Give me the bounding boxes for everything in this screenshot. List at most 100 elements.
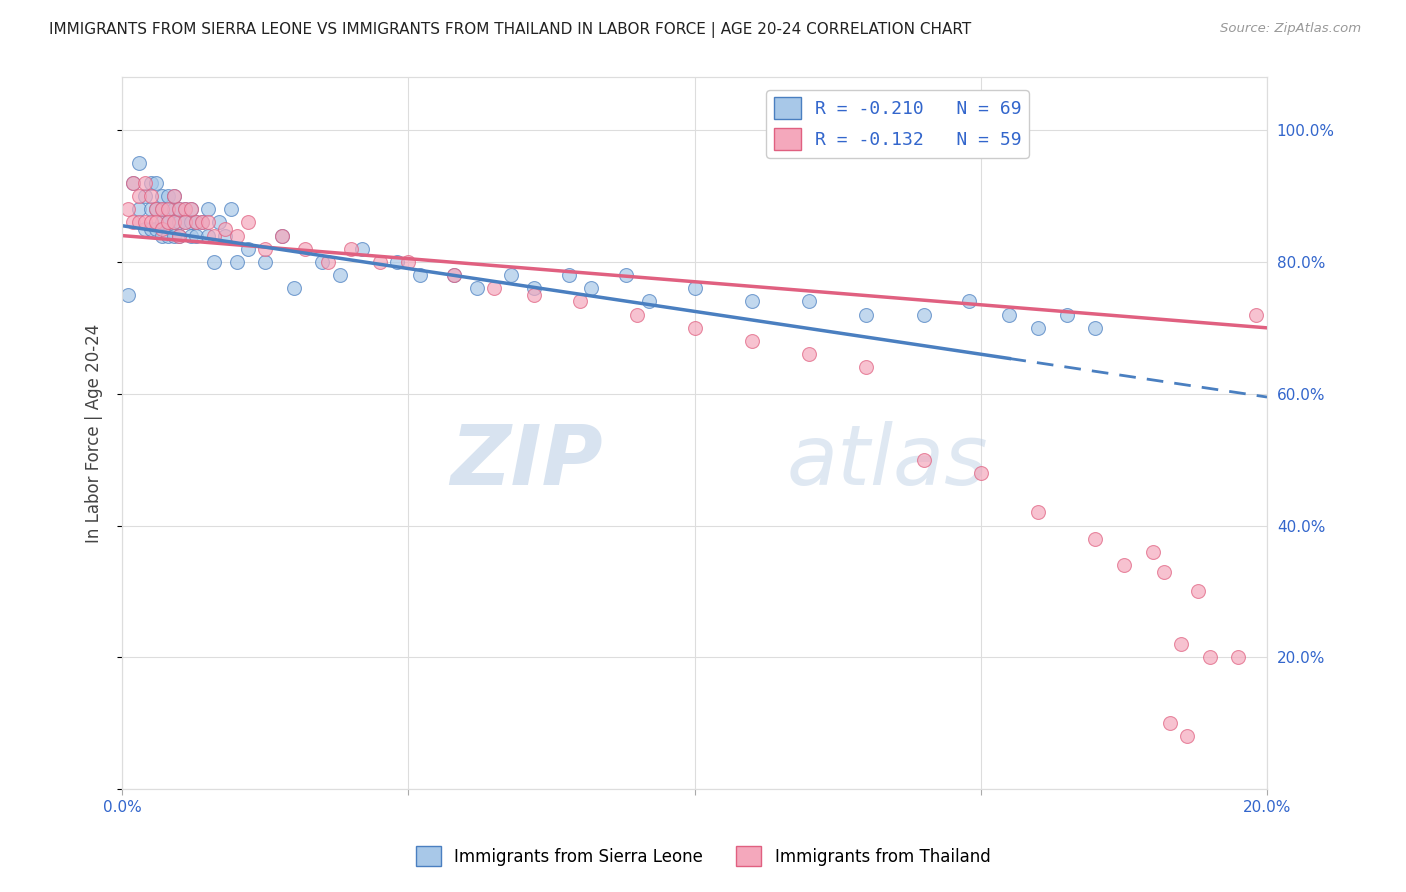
Point <box>569 294 592 309</box>
Point <box>162 189 184 203</box>
Point <box>208 215 231 229</box>
Point <box>145 202 167 217</box>
Point <box>139 202 162 217</box>
Point <box>1153 565 1175 579</box>
Point <box>162 189 184 203</box>
Point <box>169 215 191 229</box>
Point <box>283 281 305 295</box>
Point <box>741 294 763 309</box>
Point <box>139 189 162 203</box>
Point <box>156 228 179 243</box>
Point <box>191 215 214 229</box>
Point <box>145 215 167 229</box>
Legend: Immigrants from Sierra Leone, Immigrants from Thailand: Immigrants from Sierra Leone, Immigrants… <box>409 839 997 873</box>
Text: Source: ZipAtlas.com: Source: ZipAtlas.com <box>1220 22 1361 36</box>
Point <box>1198 650 1220 665</box>
Point <box>117 288 139 302</box>
Point <box>180 228 202 243</box>
Point <box>156 202 179 217</box>
Point <box>134 215 156 229</box>
Point <box>797 347 820 361</box>
Point <box>156 215 179 229</box>
Point <box>169 228 191 243</box>
Point <box>162 215 184 229</box>
Y-axis label: In Labor Force | Age 20-24: In Labor Force | Age 20-24 <box>86 324 103 543</box>
Point <box>202 228 225 243</box>
Point <box>128 156 150 170</box>
Point <box>1142 545 1164 559</box>
Point <box>523 281 546 295</box>
Point <box>1084 321 1107 335</box>
Point <box>156 189 179 203</box>
Text: ZIP: ZIP <box>450 421 603 502</box>
Point <box>294 242 316 256</box>
Point <box>197 228 219 243</box>
Point <box>150 222 173 236</box>
Point <box>122 176 145 190</box>
Point <box>174 215 197 229</box>
Point <box>1026 321 1049 335</box>
Point <box>998 308 1021 322</box>
Point <box>145 222 167 236</box>
Point <box>134 222 156 236</box>
Point <box>128 189 150 203</box>
Point <box>1244 308 1267 322</box>
Point <box>1084 532 1107 546</box>
Point <box>150 202 173 217</box>
Point <box>912 452 935 467</box>
Point <box>150 189 173 203</box>
Point <box>156 215 179 229</box>
Point <box>683 281 706 295</box>
Point <box>271 228 294 243</box>
Point <box>197 215 219 229</box>
Point <box>1112 558 1135 573</box>
Point <box>150 202 173 217</box>
Point <box>352 242 374 256</box>
Point <box>236 242 259 256</box>
Point <box>912 308 935 322</box>
Point <box>557 268 579 282</box>
Point <box>1227 650 1250 665</box>
Point <box>202 255 225 269</box>
Point <box>145 202 167 217</box>
Point <box>128 202 150 217</box>
Point <box>156 202 179 217</box>
Point <box>150 215 173 229</box>
Point <box>254 242 277 256</box>
Point <box>134 176 156 190</box>
Point <box>174 202 197 217</box>
Point <box>197 202 219 217</box>
Point <box>145 176 167 190</box>
Text: IMMIGRANTS FROM SIERRA LEONE VS IMMIGRANTS FROM THAILAND IN LABOR FORCE | AGE 20: IMMIGRANTS FROM SIERRA LEONE VS IMMIGRAN… <box>49 22 972 38</box>
Point <box>1170 637 1192 651</box>
Point <box>409 268 432 282</box>
Point <box>117 202 139 217</box>
Point <box>683 321 706 335</box>
Point <box>637 294 659 309</box>
Point <box>501 268 523 282</box>
Point <box>1056 308 1078 322</box>
Point <box>523 288 546 302</box>
Point <box>225 255 247 269</box>
Point <box>970 466 993 480</box>
Point <box>855 360 877 375</box>
Point <box>443 268 465 282</box>
Point <box>482 281 505 295</box>
Point <box>1187 584 1209 599</box>
Point <box>741 334 763 348</box>
Point <box>186 228 208 243</box>
Point <box>465 281 488 295</box>
Point <box>174 202 197 217</box>
Point <box>139 176 162 190</box>
Point <box>311 255 333 269</box>
Point <box>1159 716 1181 731</box>
Point <box>169 202 191 217</box>
Point <box>128 215 150 229</box>
Point <box>162 215 184 229</box>
Point <box>614 268 637 282</box>
Point <box>254 255 277 269</box>
Point <box>443 268 465 282</box>
Point <box>122 215 145 229</box>
Point <box>122 176 145 190</box>
Point <box>214 222 236 236</box>
